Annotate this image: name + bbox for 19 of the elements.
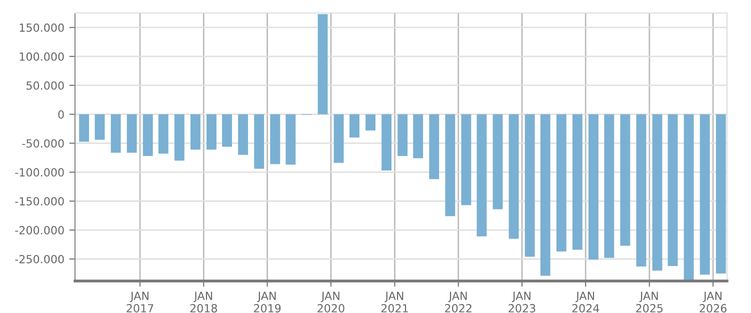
x-tick-label: JAN 2023 bbox=[508, 292, 536, 312]
x-tick-label: JAN 2018 bbox=[190, 292, 218, 312]
y-tick-label: 150.000 bbox=[20, 23, 64, 32]
y-tick-label: -100.000 bbox=[15, 168, 64, 177]
x-tick-label: JAN 2019 bbox=[254, 292, 281, 312]
x-tick-label: JAN 2024 bbox=[572, 292, 600, 312]
y-tick-label: -250.000 bbox=[15, 254, 64, 264]
y-tick-label: 0 bbox=[58, 110, 64, 119]
x-tick-label: JAN 2026 bbox=[700, 292, 726, 312]
y-tick-label: 100.000 bbox=[20, 52, 64, 61]
x-tick-label: JAN 2017 bbox=[126, 292, 154, 312]
x-tick-label: JAN 2025 bbox=[636, 292, 663, 312]
y-tick-label: 50.000 bbox=[26, 81, 64, 90]
x-tick-label: JAN 2022 bbox=[445, 292, 472, 312]
y-tick-label: -200.000 bbox=[15, 226, 64, 234]
x-tick-label: JAN 2020 bbox=[318, 292, 344, 312]
y-tick-label: -50.000 bbox=[22, 139, 64, 148]
x-tick-label: JAN 2021 bbox=[381, 292, 408, 312]
y-tick-label: -150.000 bbox=[15, 197, 64, 206]
